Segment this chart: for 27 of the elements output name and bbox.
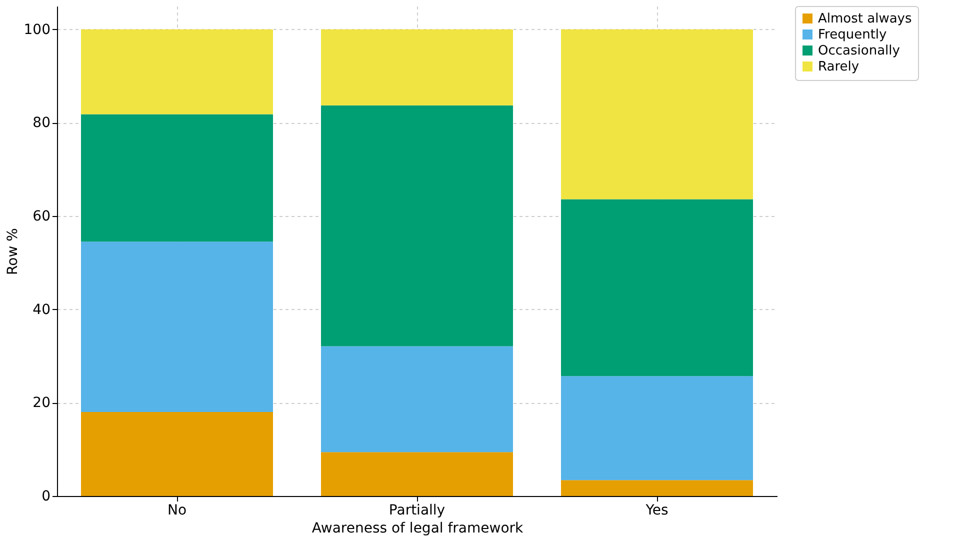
bar [321, 346, 513, 452]
legend-label: Frequently [818, 28, 888, 42]
bar [81, 114, 273, 242]
bar [321, 105, 513, 346]
y-tick-label: 40 [32, 302, 50, 318]
bar [321, 452, 513, 496]
x-tick-label: No [167, 502, 187, 518]
bar [561, 480, 753, 496]
legend-label: Rarely [818, 60, 860, 74]
bar [81, 242, 273, 412]
y-axis-title: Row % [4, 228, 21, 275]
bar [321, 29, 513, 106]
y-tick-label: 100 [24, 22, 50, 38]
bar [81, 412, 273, 496]
y-tick-label: 20 [32, 395, 50, 412]
x-tick-label: Yes [644, 502, 668, 518]
bar [561, 199, 753, 376]
y-tick-label: 60 [32, 208, 50, 224]
y-tick-label: 0 [42, 488, 50, 504]
x-axis-title: Awareness of legal framework [312, 520, 524, 536]
x-tick-label: Partially [388, 502, 446, 518]
legend-label: Occasionally [818, 44, 900, 58]
bar [561, 29, 753, 200]
bar [561, 376, 753, 480]
bar [81, 29, 273, 114]
y-tick-label: 80 [32, 115, 50, 132]
legend-label: Almost always [818, 12, 912, 26]
